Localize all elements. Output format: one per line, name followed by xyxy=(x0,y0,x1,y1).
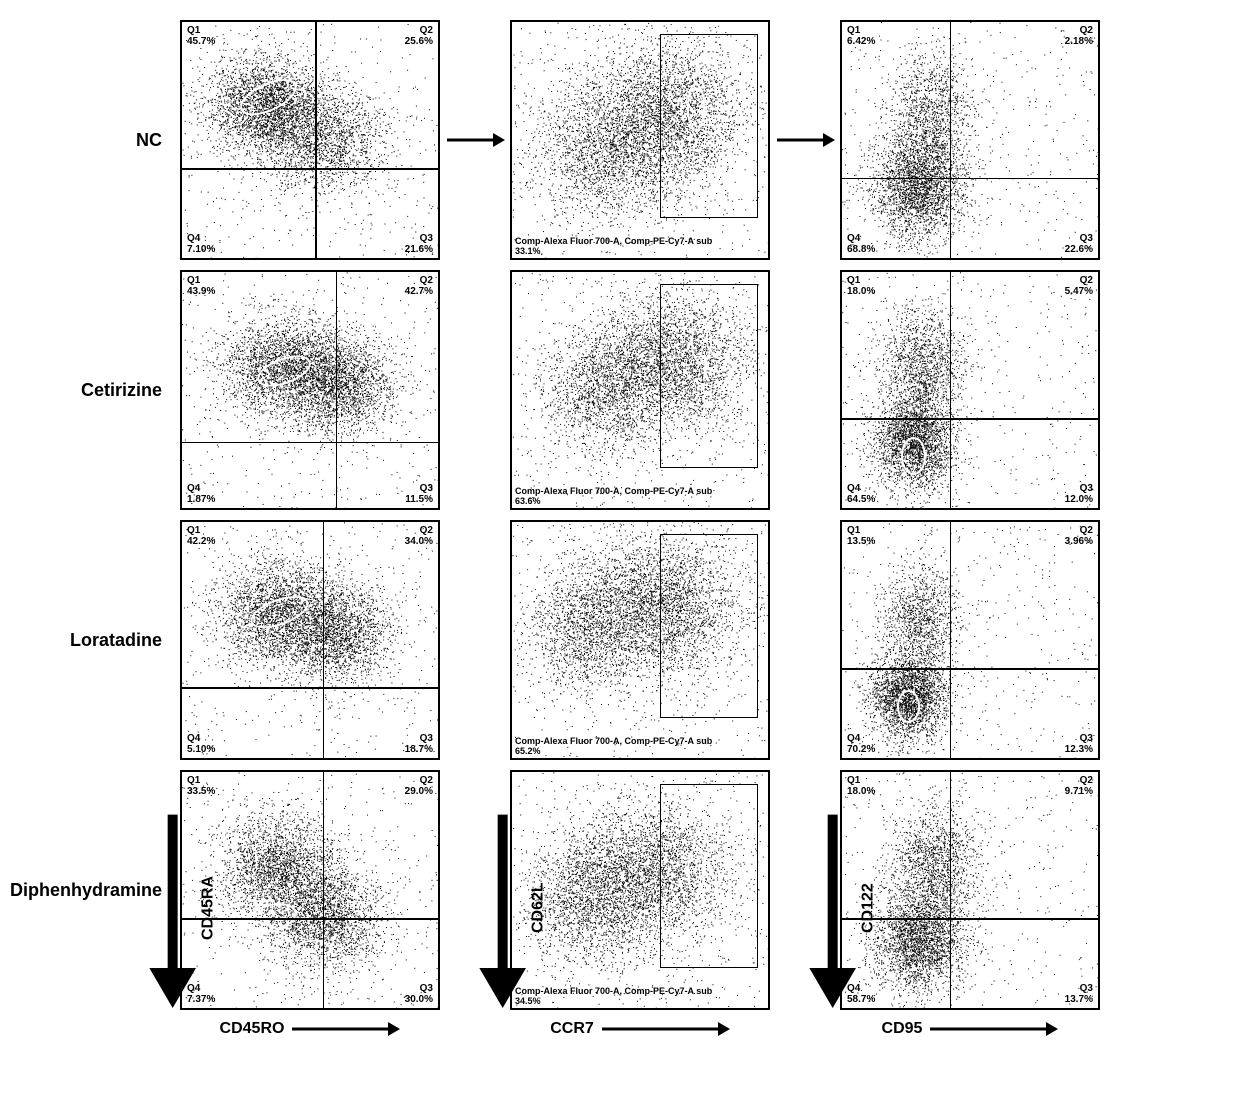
quadrant-label-q4: Q47.37% xyxy=(185,982,217,1006)
quadrant-label-q2: Q225.6% xyxy=(403,24,435,48)
x-axis-cd45ro: CD45RO xyxy=(180,1020,440,1038)
arrow-right-icon xyxy=(600,1021,730,1037)
y-axis-cd45ra: CD45RA xyxy=(146,808,217,1008)
quadrant-label-q2: Q22.18% xyxy=(1063,24,1095,48)
quadrant-label-q4: Q470.2% xyxy=(845,732,877,756)
quadrant-label-q2: Q234.0% xyxy=(403,524,435,548)
x-axis-label: CD45RO xyxy=(220,1020,285,1038)
gate-caption: Comp-Alexa Fluor 700-A, Comp-PE-Cy7-A su… xyxy=(515,486,712,506)
arrow-right-icon xyxy=(928,1021,1058,1037)
quadrant-label-q3: Q321.6% xyxy=(403,232,435,256)
plot-nc-col2: Comp-Alexa Fluor 700-A, Comp-PE-Cy7-A su… xyxy=(510,20,770,260)
gate-caption: Comp-Alexa Fluor 700-A, Comp-PE-Cy7-A su… xyxy=(515,986,712,1006)
y-axis-label: CD45RA xyxy=(199,876,217,940)
gate-caption: Comp-Alexa Fluor 700-A, Comp-PE-Cy7-A su… xyxy=(515,236,712,256)
quadrant-label-q4: Q45.10% xyxy=(185,732,217,756)
quadrant-label-q4: Q464.5% xyxy=(845,482,877,506)
plot-cet-col1: Q143.9% Q242.7% Q311.5% Q41.87% xyxy=(180,270,440,510)
plot-diph-col3: CD122 Q118.0% Q29.71% Q313.7% Q458.7% xyxy=(840,770,1100,1010)
quadrant-label-q3: Q312.0% xyxy=(1063,482,1095,506)
quadrant-label-q3: Q311.5% xyxy=(403,482,435,506)
arrow-up-icon xyxy=(146,808,199,1008)
plot-nc-col3: Q16.42% Q22.18% Q322.6% Q468.8% xyxy=(840,20,1100,260)
arrow-right-icon xyxy=(290,1021,400,1037)
figure-grid: NC Q145.7% Q225.6% Q321.6% Q47.10% Comp-Ale… xyxy=(0,0,1240,1070)
quadrant-label-q2: Q229.0% xyxy=(403,774,435,798)
arrow-right-icon xyxy=(445,130,505,150)
plot-diph-col2: CD62L Comp-Alexa Fluor 700-A, Comp-PE-Cy… xyxy=(510,770,770,1010)
quadrant-label-q1: Q145.7% xyxy=(185,24,217,48)
arrow-up-icon xyxy=(806,808,859,1008)
quadrant-label-q3: Q318.7% xyxy=(403,732,435,756)
x-axis-label: CD95 xyxy=(882,1020,923,1038)
arrow-nc-2 xyxy=(770,20,840,260)
quadrant-label-q3: Q312.3% xyxy=(1063,732,1095,756)
plot-nc-col1: Q145.7% Q225.6% Q321.6% Q47.10% xyxy=(180,20,440,260)
x-axis-label: CCR7 xyxy=(550,1020,594,1038)
arrow-right-icon xyxy=(775,130,835,150)
plot-lor-col3: Q113.5% Q23.96% Q312.3% Q470.2% xyxy=(840,520,1100,760)
quadrant-label-q1: Q143.9% xyxy=(185,274,217,298)
arrow-up-icon xyxy=(476,808,529,1008)
quadrant-label-q4: Q47.10% xyxy=(185,232,217,256)
x-axis-cd95: CD95 xyxy=(840,1020,1100,1038)
quadrant-label-q2: Q242.7% xyxy=(403,274,435,298)
x-axis-ccr7: CCR7 xyxy=(510,1020,770,1038)
quadrant-label-q1: Q118.0% xyxy=(845,774,877,798)
quadrant-label-q4: Q468.8% xyxy=(845,232,877,256)
row-label-loratadine: Loratadine xyxy=(0,520,180,760)
y-axis-label: CD122 xyxy=(859,883,877,933)
plot-lor-col1: Q142.2% Q234.0% Q318.7% Q45.10% xyxy=(180,520,440,760)
x-axis-row: CD45RO CCR7 CD95 xyxy=(180,1020,1100,1070)
plot-cet-col3: Q118.0% Q25.47% Q312.0% Q464.5% xyxy=(840,270,1100,510)
quadrant-label-q4: Q41.87% xyxy=(185,482,217,506)
quadrant-label-q1: Q113.5% xyxy=(845,524,877,548)
quadrant-label-q1: Q133.5% xyxy=(185,774,217,798)
quadrant-label-q3: Q330.0% xyxy=(403,982,435,1006)
gate-caption: Comp-Alexa Fluor 700-A, Comp-PE-Cy7-A su… xyxy=(515,736,712,756)
quadrant-label-q1: Q142.2% xyxy=(185,524,217,548)
quadrant-label-q1: Q16.42% xyxy=(845,24,877,48)
quadrant-label-q3: Q322.6% xyxy=(1063,232,1095,256)
quadrant-label-q2: Q25.47% xyxy=(1063,274,1095,298)
quadrant-label-q1: Q118.0% xyxy=(845,274,877,298)
plot-diph-col1: CD45RA Q133.5% Q229.0% Q330.0% Q47.37% xyxy=(180,770,440,1010)
quadrant-label-q4: Q458.7% xyxy=(845,982,877,1006)
plot-cet-col2: Comp-Alexa Fluor 700-A, Comp-PE-Cy7-A su… xyxy=(510,270,770,510)
quadrant-label-q2: Q23.96% xyxy=(1063,524,1095,548)
row-label-nc: NC xyxy=(0,20,180,260)
y-axis-cd122: CD122 xyxy=(806,808,877,1008)
quadrant-label-q2: Q29.71% xyxy=(1063,774,1095,798)
quadrant-label-q3: Q313.7% xyxy=(1063,982,1095,1006)
arrow-nc-1 xyxy=(440,20,510,260)
plot-lor-col2: Comp-Alexa Fluor 700-A, Comp-PE-Cy7-A su… xyxy=(510,520,770,760)
y-axis-cd62l: CD62L xyxy=(476,808,547,1008)
row-label-cetirizine: Cetirizine xyxy=(0,270,180,510)
y-axis-label: CD62L xyxy=(529,883,547,934)
